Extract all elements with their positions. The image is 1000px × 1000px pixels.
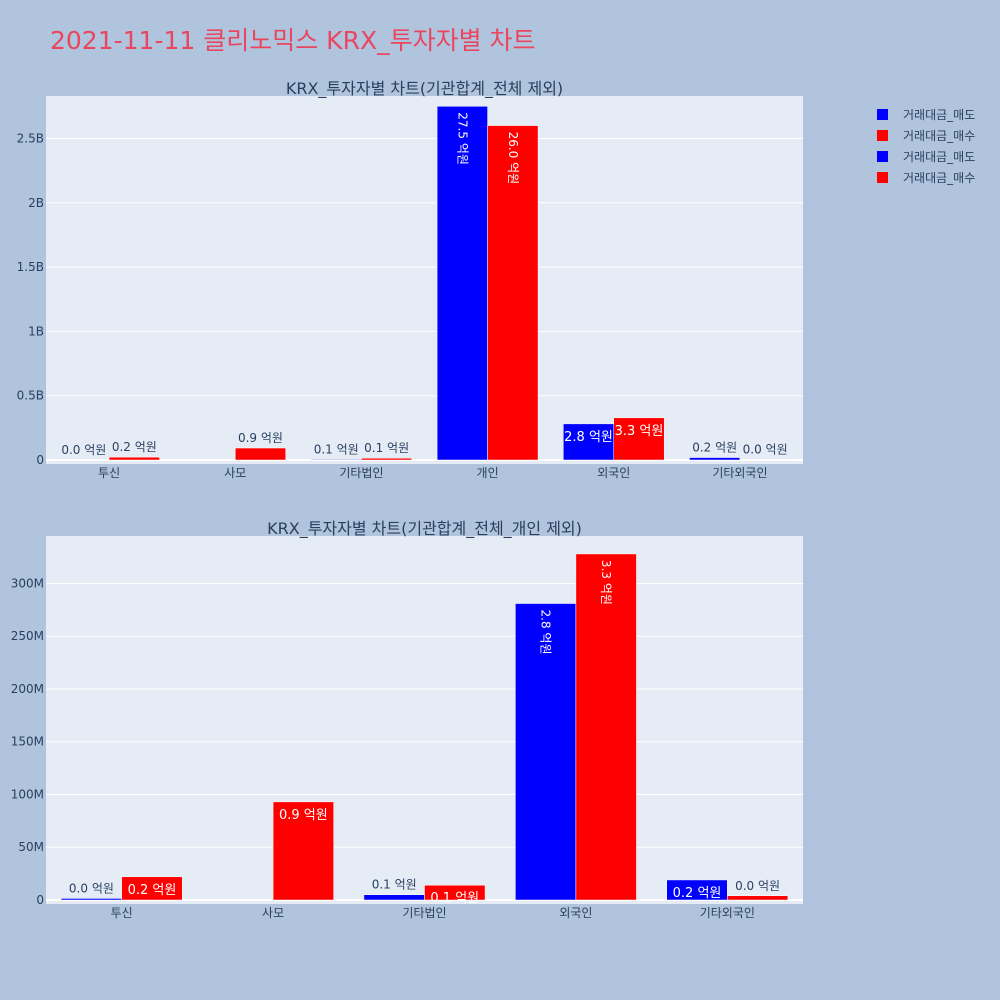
- sell-bar[interactable]: [689, 457, 741, 461]
- y-tick-label: 100M: [11, 787, 44, 801]
- bar-data-label: 0.0 억원: [743, 442, 788, 456]
- y-tick-label: 150M: [11, 735, 44, 749]
- legend-swatch[interactable]: [877, 151, 888, 162]
- y-tick-label: 0.5B: [17, 389, 44, 403]
- x-tick-label: 사모: [262, 906, 284, 920]
- bar-data-label: 0.0 억원: [69, 881, 114, 895]
- bar-data-label: 2.8 억원: [564, 430, 613, 445]
- subplot-title: KRX_투자자별 차트(기관합계_전체 제외): [286, 79, 563, 99]
- bar-data-label: 0.9 억원: [279, 808, 328, 823]
- bar-data-label: 3.3 억원: [599, 560, 613, 605]
- y-tick-label: 2B: [28, 196, 44, 210]
- bar-data-label: 0.2 억원: [128, 883, 177, 898]
- x-tick-label: 기타외국인: [712, 466, 767, 480]
- x-tick-label: 외국인: [597, 466, 630, 480]
- buy-bar[interactable]: [108, 456, 160, 461]
- bar-data-label: 2.8 억원: [539, 610, 553, 655]
- bar-data-label: 26.0 억원: [506, 132, 520, 185]
- y-tick-label: 2.5B: [17, 131, 44, 145]
- sell-bar[interactable]: [310, 459, 362, 461]
- y-tick-label: 300M: [11, 576, 44, 590]
- buy-bar[interactable]: [424, 884, 486, 901]
- sell-bar[interactable]: [60, 898, 122, 901]
- bar-data-label: 0.0 억원: [735, 879, 780, 893]
- sell-bar[interactable]: [436, 106, 488, 461]
- x-tick-label: 개인: [477, 466, 499, 480]
- buy-bar[interactable]: [727, 895, 789, 901]
- bar-data-label: 0.0 억원: [61, 443, 106, 457]
- buy-bar[interactable]: [487, 125, 539, 461]
- y-tick-label: 0: [36, 453, 44, 467]
- x-tick-label: 기타법인: [402, 906, 446, 920]
- sell-bar[interactable]: [363, 894, 425, 901]
- buy-bar[interactable]: [739, 459, 791, 461]
- y-tick-label: 1B: [28, 324, 44, 338]
- legend-item-label[interactable]: 거래대금_매수: [903, 129, 975, 143]
- bar-data-label: 0.2 억원: [673, 886, 722, 901]
- plot-area: [46, 536, 803, 904]
- bar-data-label: 0.1 억원: [430, 891, 479, 906]
- bar-data-label: 0.2 억원: [692, 441, 737, 455]
- x-tick-label: 투신: [111, 906, 133, 920]
- page-title: 2021-11-11 클리노믹스 KRX_투자자별 차트: [50, 26, 536, 55]
- x-tick-label: 사모: [224, 466, 246, 480]
- x-tick-label: 외국인: [559, 906, 592, 920]
- sell-bar[interactable]: [515, 603, 577, 901]
- x-tick-label: 투신: [98, 466, 120, 480]
- buy-bar[interactable]: [613, 417, 665, 461]
- y-tick-label: 50M: [18, 840, 44, 854]
- plot-area: [46, 96, 803, 464]
- subplot-title: KRX_투자자별 차트(기관합계_전체_개인 제외): [267, 519, 582, 539]
- bottom-chart-panel: 0 50M 100M 150M 200M 250M 300M KRX_투자자별 차트(기관합계…: [11, 519, 803, 920]
- bar-data-label: 3.3 억원: [615, 424, 664, 439]
- buy-bar[interactable]: [272, 801, 334, 901]
- top-chart-panel: 0 0.5B 1B 1.5B 2B 2.5B KRX_투자자별 차트(기관합계_전체 제외)…: [17, 79, 803, 480]
- buy-bar[interactable]: [361, 457, 413, 461]
- bar-data-label: 0.2 억원: [112, 440, 157, 454]
- x-tick-label: 기타외국인: [700, 906, 755, 920]
- legend-item-label[interactable]: 거래대금_매도: [903, 108, 975, 122]
- bar-data-label: 0.1 억원: [364, 441, 409, 455]
- bar-data-label: 0.1 억원: [372, 878, 417, 892]
- bar-data-label: 0.1 억원: [314, 442, 359, 456]
- y-tick-label: 200M: [11, 682, 44, 696]
- legend-item-label[interactable]: 거래대금_매도: [903, 150, 975, 164]
- buy-bar[interactable]: [235, 447, 286, 461]
- sell-bar[interactable]: [666, 879, 728, 901]
- legend-item-label[interactable]: 거래대금_매수: [903, 171, 975, 185]
- bar-data-label: 0.9 억원: [238, 431, 283, 445]
- legend-swatch[interactable]: [877, 109, 888, 120]
- legend-swatch[interactable]: [877, 172, 888, 183]
- y-tick-label: 0: [36, 893, 44, 907]
- buy-bar[interactable]: [121, 876, 183, 901]
- y-tick-label: 250M: [11, 629, 44, 643]
- legend-swatch[interactable]: [877, 130, 888, 141]
- bar-data-label: 27.5 억원: [455, 112, 469, 165]
- x-tick-label: 기타법인: [339, 466, 383, 480]
- buy-bar[interactable]: [575, 553, 637, 901]
- y-tick-label: 1.5B: [17, 260, 44, 274]
